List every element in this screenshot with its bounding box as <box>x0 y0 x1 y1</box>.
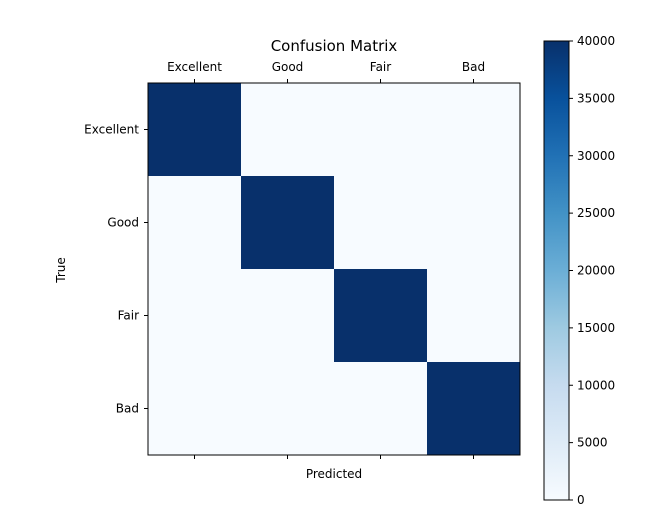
chart-title: Confusion Matrix <box>271 37 398 55</box>
x-tick-label: Bad <box>462 60 485 74</box>
y-tick-labels: Excellent Good Fair Bad <box>84 123 148 416</box>
heatmap-cell <box>241 269 335 363</box>
colorbar-tick-label: 30000 <box>577 149 615 163</box>
heatmap-cell <box>427 362 521 456</box>
x-tick-labels: Excellent Good Fair Bad <box>167 60 485 83</box>
heatmap-cell <box>148 362 242 456</box>
heatmap-cell <box>148 269 242 363</box>
y-tick-label: Bad <box>116 402 139 416</box>
x-axis-label: Predicted <box>306 467 362 481</box>
heatmap-cell <box>334 83 428 177</box>
colorbar-tick-label: 20000 <box>577 264 615 278</box>
colorbar-tick-label: 15000 <box>577 321 615 335</box>
y-axis-label: True <box>54 257 68 284</box>
y-tick-label: Fair <box>118 309 139 323</box>
heatmap-cells <box>148 83 521 456</box>
heatmap-cell <box>241 83 335 177</box>
colorbar-tick-label: 40000 <box>577 34 615 48</box>
x-tick-marks-bottom <box>194 455 474 459</box>
heatmap-cell <box>427 269 521 363</box>
colorbar-ticks: 0 5000 10000 15000 20000 25000 30000 35000 40000 <box>569 34 615 507</box>
heatmap-cell <box>334 362 428 456</box>
x-tick-label: Good <box>272 60 304 74</box>
heatmap-cell <box>148 83 242 177</box>
colorbar-tick-label: 25000 <box>577 206 615 220</box>
colorbar-tick-label: 35000 <box>577 91 615 105</box>
plot-frame <box>147 82 521 456</box>
heatmap-cell <box>241 176 335 270</box>
colorbar-tick-label: 0 <box>577 493 585 507</box>
heatmap-cell <box>334 176 428 270</box>
heatmap-cell <box>427 176 521 270</box>
x-tick-label: Excellent <box>167 60 222 74</box>
heatmap-cell <box>241 362 335 456</box>
colorbar-tick-label: 10000 <box>577 378 615 392</box>
colorbar <box>543 40 570 501</box>
y-tick-label: Excellent <box>84 123 139 137</box>
heatmap-cell <box>148 176 242 270</box>
colorbar-tick-label: 5000 <box>577 436 608 450</box>
y-tick-label: Good <box>107 216 139 230</box>
heatmap-cell <box>427 83 521 177</box>
heatmap-cell <box>334 269 428 363</box>
x-tick-label: Fair <box>370 60 391 74</box>
